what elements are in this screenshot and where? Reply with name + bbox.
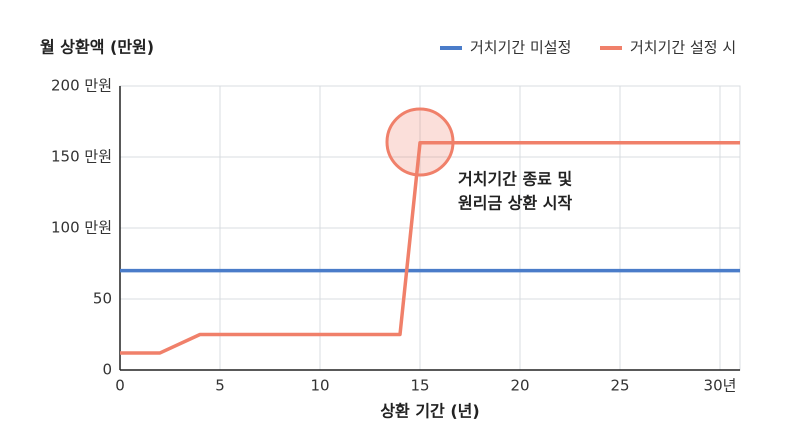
x-tick-label: 20 <box>510 377 529 395</box>
annotation: 원리금 상환 시작 <box>458 194 572 213</box>
legend-label: 거치기간 설정 시 <box>630 39 736 57</box>
highlight-circle <box>385 107 455 177</box>
x-tick-label: 0 <box>115 377 125 395</box>
x-axis-label: 상환 기간 (년) <box>380 402 479 421</box>
x-tick-label: 15 <box>410 377 429 395</box>
annotation: 거치기간 종료 및 <box>458 170 572 189</box>
legend-label: 거치기간 미설정 <box>470 39 571 57</box>
y-tick-label: 200 만원 <box>51 77 112 95</box>
y-axis-label: 월 상환액 (만원) <box>40 38 154 57</box>
x-tick-label: 10 <box>310 377 329 395</box>
series-line <box>120 141 740 355</box>
x-tick-label: 5 <box>215 377 225 395</box>
y-tick-label: 150 만원 <box>51 148 112 166</box>
x-tick-label: 25 <box>610 377 629 395</box>
y-tick-label: 0 <box>102 361 112 379</box>
x-tick-label: 30년 <box>704 377 737 395</box>
y-tick-label: 100 만원 <box>51 219 112 237</box>
y-tick-label: 50 <box>93 290 112 308</box>
